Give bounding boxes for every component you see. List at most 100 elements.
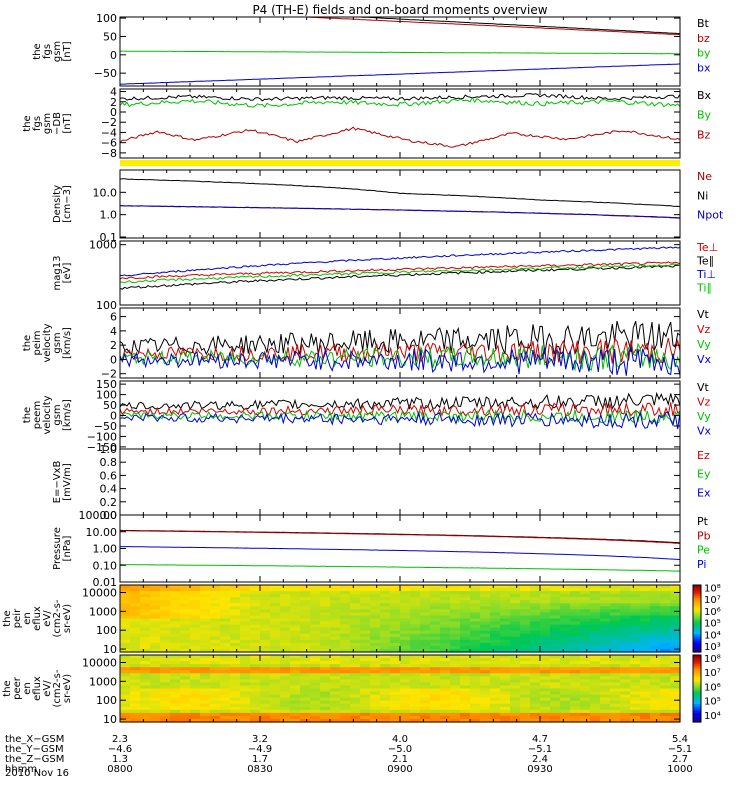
spectrogram-cell bbox=[150, 685, 161, 690]
spectrogram-cell bbox=[400, 691, 411, 696]
legend-label: Vt bbox=[697, 381, 710, 394]
spectrogram-cell bbox=[210, 609, 221, 613]
spectrogram-cell bbox=[190, 664, 201, 668]
spectrogram-cell bbox=[650, 697, 661, 702]
spectrogram-cell bbox=[470, 706, 481, 711]
spectrogram-cell bbox=[250, 676, 261, 680]
spectrogram-cell bbox=[450, 664, 461, 668]
spectrogram-cell bbox=[550, 667, 561, 671]
spectrogram-cell bbox=[530, 612, 541, 616]
spectrogram-cell bbox=[660, 667, 671, 671]
series-line-vt bbox=[119, 320, 681, 356]
spectrogram-cell bbox=[170, 639, 181, 644]
spectrogram-cell bbox=[410, 606, 421, 610]
spectrogram-cell bbox=[140, 685, 151, 690]
spectrogram-cell bbox=[660, 655, 671, 659]
spectrogram-cell bbox=[320, 712, 331, 717]
spectrogram-cell bbox=[340, 667, 351, 671]
y-axis-label: eflux bbox=[32, 676, 43, 701]
spectrogram-cell bbox=[240, 709, 251, 714]
spectrogram-cell bbox=[290, 694, 301, 699]
spectrogram-cell bbox=[180, 694, 191, 699]
spectrogram-cell bbox=[320, 706, 331, 711]
spectrogram-cell bbox=[540, 706, 551, 711]
spectrogram-cell bbox=[470, 688, 481, 693]
spectrogram-cell bbox=[650, 645, 661, 650]
spectrogram-cell bbox=[640, 694, 651, 699]
spectrogram-cell bbox=[350, 685, 361, 690]
spectrogram-cell bbox=[600, 609, 611, 613]
spectrogram-cell bbox=[390, 670, 401, 674]
spectrogram-cell bbox=[590, 661, 601, 665]
spectrogram-cell bbox=[260, 706, 271, 711]
spectrogram-cell bbox=[600, 719, 611, 723]
spectrogram-cell bbox=[650, 588, 661, 592]
spectrogram-cell bbox=[170, 603, 181, 607]
spectrogram-cell bbox=[270, 709, 281, 714]
spectrogram-cell bbox=[620, 627, 631, 632]
spectrogram-cell bbox=[460, 685, 471, 690]
colorbar-tick-label: 10⁶ bbox=[704, 607, 721, 618]
spectrogram-cell bbox=[330, 709, 341, 714]
spectrogram-cell bbox=[290, 667, 301, 671]
spectrogram-cell bbox=[610, 591, 621, 595]
spectrogram-cell bbox=[520, 585, 531, 589]
spectrogram-cell bbox=[500, 709, 511, 714]
spectrogram-cell bbox=[250, 682, 261, 686]
spectrogram-cell bbox=[530, 591, 541, 595]
spectrogram-cell bbox=[280, 706, 291, 711]
spectrogram-cell bbox=[140, 658, 151, 662]
spectrogram-cell bbox=[430, 673, 441, 677]
spectrogram-cell bbox=[380, 639, 391, 644]
spectrogram-cell bbox=[280, 664, 291, 668]
spectrogram-cell bbox=[410, 673, 421, 677]
spectrogram-cell bbox=[280, 691, 291, 696]
spectrogram-cell bbox=[460, 688, 471, 693]
colorbar-segment bbox=[693, 663, 701, 667]
y-tick-label: −2 bbox=[101, 368, 117, 381]
spectrogram-cell bbox=[340, 645, 351, 650]
spectrogram-cell bbox=[380, 709, 391, 714]
spectrogram-cell bbox=[580, 588, 591, 592]
spectrogram-cell bbox=[590, 642, 601, 647]
spectrogram-cell bbox=[360, 673, 371, 677]
spectrogram-cell bbox=[210, 630, 221, 635]
spectrogram-cell bbox=[590, 633, 601, 638]
y-axis-label: peir bbox=[12, 608, 23, 628]
spectrogram-cell bbox=[390, 606, 401, 610]
spectrogram-cell bbox=[190, 703, 201, 708]
spectrogram-cell bbox=[600, 591, 611, 595]
colorbar-segment bbox=[693, 688, 701, 692]
spectrogram-cell bbox=[230, 694, 241, 699]
legend-label: Ni bbox=[697, 189, 708, 202]
spectrogram-cell bbox=[330, 649, 341, 653]
legend-label: Vy bbox=[697, 410, 711, 423]
spectrogram-cell bbox=[580, 715, 591, 720]
spectrogram-cell bbox=[220, 597, 231, 601]
spectrogram-cell bbox=[400, 585, 411, 589]
spectrogram-cell bbox=[600, 694, 611, 699]
spectrogram-cell bbox=[200, 658, 211, 662]
spectrogram-cell bbox=[620, 655, 631, 659]
spectrogram-cell bbox=[260, 597, 271, 601]
spectrogram-cell bbox=[190, 715, 201, 720]
spectrogram-cell bbox=[670, 664, 681, 668]
spectrogram-cell bbox=[630, 633, 641, 638]
spectrogram-cell bbox=[470, 615, 481, 620]
spectrogram-cell bbox=[330, 670, 341, 674]
spectrogram-cell bbox=[450, 679, 461, 683]
spectrogram-cell bbox=[630, 600, 641, 604]
spectrogram-cell bbox=[160, 618, 171, 623]
spectrogram-cell bbox=[600, 691, 611, 696]
spectrogram-cell bbox=[500, 691, 511, 696]
spectrogram-cell bbox=[660, 694, 671, 699]
spectrogram-cell bbox=[290, 661, 301, 665]
spectrogram-cell bbox=[490, 633, 501, 638]
spectrogram-cell bbox=[140, 603, 151, 607]
spectrogram-cell bbox=[220, 679, 231, 683]
spectrogram-cell bbox=[120, 691, 131, 696]
spectrogram-cell bbox=[550, 606, 561, 610]
spectrogram-cell bbox=[460, 597, 471, 601]
spectrogram-cell bbox=[520, 670, 531, 674]
